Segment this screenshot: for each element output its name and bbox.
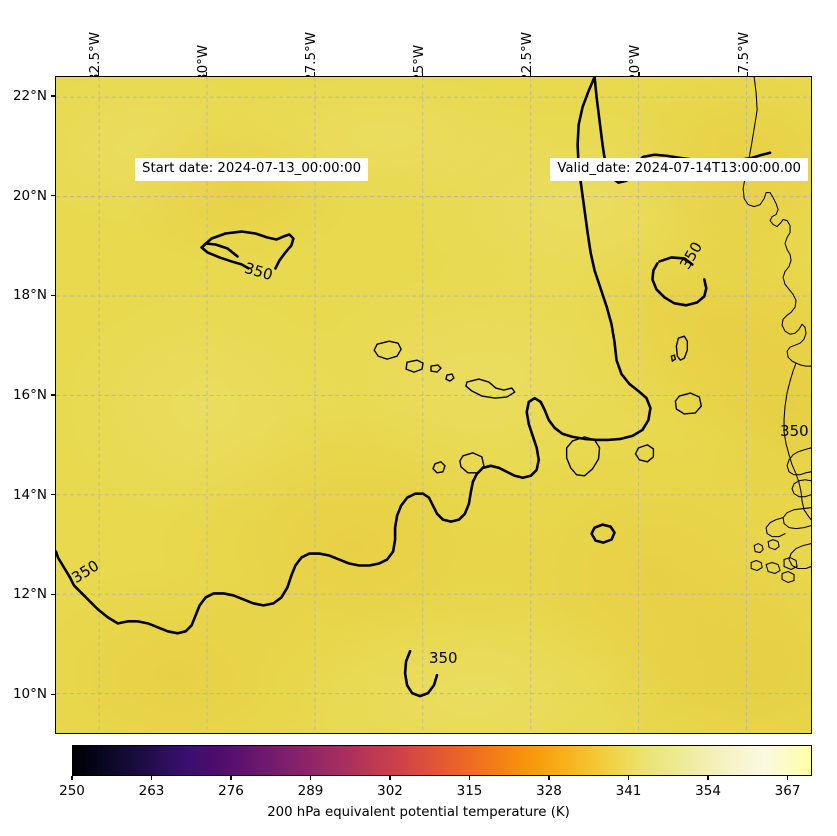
colorbar-tick-label-1: 263	[138, 783, 165, 799]
colorbar-tick-mark-3	[309, 776, 312, 780]
y-tick-mark-5	[51, 195, 55, 197]
start-date-banner: Start date: 2024-07-13_00:00:00	[135, 158, 369, 181]
x-tick-label-2: 27.5°W	[303, 31, 320, 82]
colorbar-tick-mark-6	[548, 776, 550, 780]
x-tick-mark-0	[97, 72, 99, 76]
y-tick-mark-4	[51, 294, 55, 296]
colorbar-tick-label-9: 367	[774, 783, 801, 799]
y-tick-mark-2	[51, 494, 55, 496]
svg-text:350: 350	[429, 649, 458, 667]
graticule-gridlines	[56, 77, 811, 733]
y-tick-mark-1	[51, 593, 55, 595]
colorbar-tick-label-8: 354	[695, 783, 721, 799]
colorbar[interactable]	[72, 745, 812, 776]
x-tick-mark-3	[422, 72, 424, 76]
colorbar-tick-label-2: 276	[218, 783, 244, 799]
colorbar-tick-mark-7	[627, 776, 630, 780]
y-tick-mark-0	[51, 693, 55, 695]
x-tick-mark-5	[638, 72, 640, 76]
colorbar-tick-label-3: 289	[297, 783, 324, 799]
y-tick-label-3: 16°N	[12, 387, 47, 404]
y-tick-label-6: 22°N	[12, 87, 47, 104]
colorbar-tick-label-7: 341	[615, 783, 642, 799]
theta-e-field	[56, 77, 811, 733]
svg-text:350: 350	[242, 259, 274, 284]
colorbar-tick-label-4: 302	[377, 783, 403, 799]
x-tick-mark-6	[746, 72, 748, 76]
valid-date-banner: Valid_date: 2024-07-14T13:00:00.00	[550, 158, 808, 181]
colorbar-tick-mark-5	[468, 776, 471, 780]
y-tick-label-0: 10°N	[12, 686, 47, 703]
colorbar-tick-label-6: 328	[536, 783, 562, 799]
colorbar-axis-label: 200 hPa equivalent potential temperature…	[267, 805, 570, 820]
y-tick-mark-6	[51, 95, 55, 97]
contour-350K	[56, 77, 772, 698]
svg-text:350: 350	[676, 239, 706, 273]
coastline-west-africa	[742, 77, 811, 583]
y-tick-label-1: 12°N	[12, 586, 47, 603]
colorbar-tick-label-5: 315	[456, 783, 483, 799]
x-tick-mark-2	[313, 72, 316, 76]
colorbar-tick-label-0: 250	[59, 783, 85, 799]
y-tick-label-2: 14°N	[12, 486, 47, 503]
x-tick-mark-1	[205, 72, 207, 76]
colorbar-tick-mark-0	[71, 776, 73, 780]
x-tick-mark-4	[530, 72, 532, 76]
y-tick-label-4: 18°N	[12, 287, 47, 304]
y-tick-label-5: 20°N	[12, 187, 47, 204]
colorbar-tick-mark-1	[150, 776, 153, 780]
y-tick-mark-3	[51, 394, 55, 396]
x-tick-label-0: 32.5°W	[86, 31, 103, 82]
colorbar-tick-mark-9	[786, 776, 789, 780]
colorbar-tick-mark-2	[230, 776, 232, 780]
x-tick-label-6: 17.5°W	[735, 31, 752, 82]
colorbar-tick-mark-8	[707, 776, 709, 780]
x-tick-label-4: 22.5°W	[519, 31, 536, 82]
svg-text:350: 350	[780, 422, 809, 440]
colorbar-tick-mark-4	[389, 776, 391, 780]
map-plot-area[interactable]: 350 350 350 350 350 Start date: 2024-07-…	[55, 76, 812, 734]
map-linework: 350 350 350 350 350	[56, 77, 811, 698]
